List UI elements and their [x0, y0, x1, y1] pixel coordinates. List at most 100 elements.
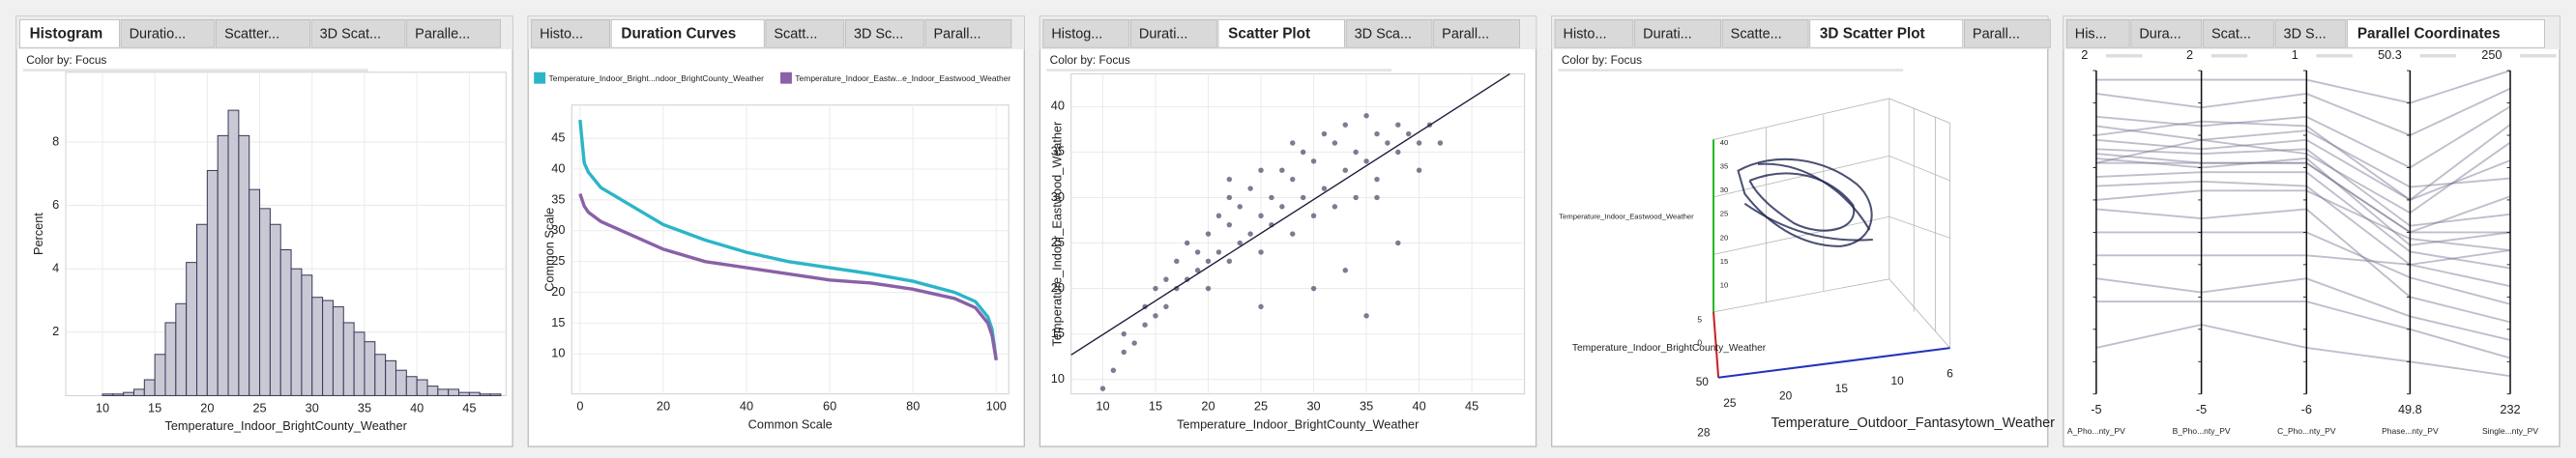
histogram-bar — [227, 109, 240, 396]
legend-label: Temperature_Indoor_Eastw...e_Indoor_East… — [795, 73, 1010, 83]
y-axis — [1717, 347, 1950, 379]
tab-label: 3D Scatter Plot — [1820, 26, 1925, 43]
axis-min-label: -6 — [2301, 402, 2312, 416]
scatter-point — [1310, 213, 1317, 218]
scatter-point — [1205, 231, 1212, 237]
histogram-bar — [479, 393, 491, 396]
x-tick-label: 25 — [1254, 399, 1268, 414]
tab[interactable] — [1554, 18, 1634, 48]
tab-label: 3D Scat... — [320, 26, 381, 42]
tab[interactable] — [216, 18, 310, 48]
tab[interactable] — [610, 18, 765, 48]
tab[interactable] — [2065, 18, 2130, 48]
legend-swatch — [780, 72, 792, 84]
y-tick-label: 30 — [1051, 189, 1065, 204]
x-tick-label: 15 — [1149, 399, 1162, 414]
tab[interactable] — [2274, 18, 2347, 48]
histogram-bar — [259, 208, 271, 396]
histogram-bar — [426, 386, 439, 396]
scatter-point — [1353, 149, 1359, 156]
z-tick-label: 15 — [1720, 257, 1728, 266]
x-axis-label: Common Scale — [748, 416, 833, 431]
histogram-bar — [385, 359, 396, 396]
tab[interactable] — [406, 18, 501, 48]
tab[interactable] — [1129, 18, 1217, 48]
axis-max-label: 250 — [2481, 47, 2502, 62]
point-cloud — [1737, 157, 1873, 247]
tab[interactable] — [2347, 18, 2545, 48]
tab[interactable] — [531, 18, 610, 48]
tab[interactable] — [120, 18, 216, 48]
histogram-bar — [249, 188, 261, 396]
tab-label: 3D S... — [2284, 26, 2327, 42]
scatter-point — [1163, 303, 1169, 310]
tab-label: Histog... — [1051, 26, 1102, 42]
scatter-point — [1290, 176, 1296, 183]
tab[interactable] — [1634, 18, 1721, 48]
tab[interactable] — [1433, 18, 1520, 48]
range-slider — [2419, 54, 2456, 58]
point-cloud — [1748, 172, 1856, 232]
histogram-bar — [332, 306, 344, 396]
scatter-point — [1237, 240, 1243, 246]
scatter-point — [1416, 167, 1422, 173]
box-line — [1888, 98, 1950, 124]
histogram-bar — [132, 388, 145, 396]
tab-label: Paralle... — [415, 26, 470, 42]
tab[interactable] — [1042, 18, 1130, 48]
tab[interactable] — [310, 18, 406, 48]
y-tick-label: 10 — [1051, 371, 1065, 386]
y-tick-label: 30 — [551, 222, 565, 237]
tab[interactable] — [1217, 18, 1345, 48]
x-tick-label: 40 — [740, 399, 753, 414]
axis-min-label: -5 — [2091, 402, 2101, 416]
color-by-bar — [1558, 69, 1904, 72]
histogram-bar — [175, 302, 188, 396]
scatter-point — [1258, 167, 1264, 173]
tab[interactable] — [1964, 18, 2051, 48]
histogram-bar — [279, 248, 292, 396]
y-tick-label: 6 — [52, 197, 59, 212]
scatter-point — [1353, 194, 1359, 201]
scatter-point — [1290, 140, 1296, 146]
corner-label: 50 — [1696, 375, 1710, 388]
x-tick-label: 0 — [1697, 337, 1702, 347]
scatter-point — [1153, 285, 1158, 292]
tab-label: 3D Sc... — [854, 26, 903, 42]
scatter-point — [1153, 313, 1158, 319]
scatter-point — [1437, 140, 1444, 146]
box-line — [1712, 215, 1889, 255]
tab[interactable] — [765, 18, 845, 48]
color-by-label: Color by: Focus — [26, 53, 106, 67]
tab[interactable] — [2203, 18, 2274, 48]
scatter-point — [1258, 213, 1264, 218]
histogram-bar — [301, 274, 313, 396]
tab[interactable] — [845, 18, 924, 48]
box-line — [1888, 215, 1950, 239]
tab-label: Scatter... — [224, 26, 279, 42]
x-tick-label: 20 — [657, 399, 670, 414]
scatter-point — [1342, 122, 1348, 128]
plot-area — [1070, 72, 1526, 395]
legend-swatch — [534, 72, 546, 84]
tab-label: Dura... — [2139, 26, 2181, 42]
tab[interactable] — [1809, 18, 1964, 48]
color-by-label: Color by: Focus — [1050, 53, 1130, 67]
tab[interactable] — [19, 18, 120, 48]
y-axis-label: Temperature_Outdoor_Fantasytown_Weather — [1771, 415, 2055, 431]
scatter-point — [1300, 194, 1306, 201]
scatter-point — [1363, 313, 1369, 319]
y-tick-label: 2 — [52, 324, 59, 338]
y-tick-label: 40 — [551, 160, 565, 175]
tab[interactable] — [1721, 18, 1809, 48]
tab[interactable] — [924, 18, 1012, 48]
scatter-point — [1131, 340, 1137, 346]
scatter-point — [1099, 386, 1106, 391]
histogram-bar — [238, 134, 250, 396]
tab[interactable] — [1345, 18, 1433, 48]
y-tick-label: 8 — [52, 133, 59, 148]
tab[interactable] — [2130, 18, 2203, 48]
tab-label: Parall... — [934, 26, 981, 42]
x-tick-label: 20 — [200, 400, 214, 415]
tab-label: His... — [2075, 26, 2107, 42]
